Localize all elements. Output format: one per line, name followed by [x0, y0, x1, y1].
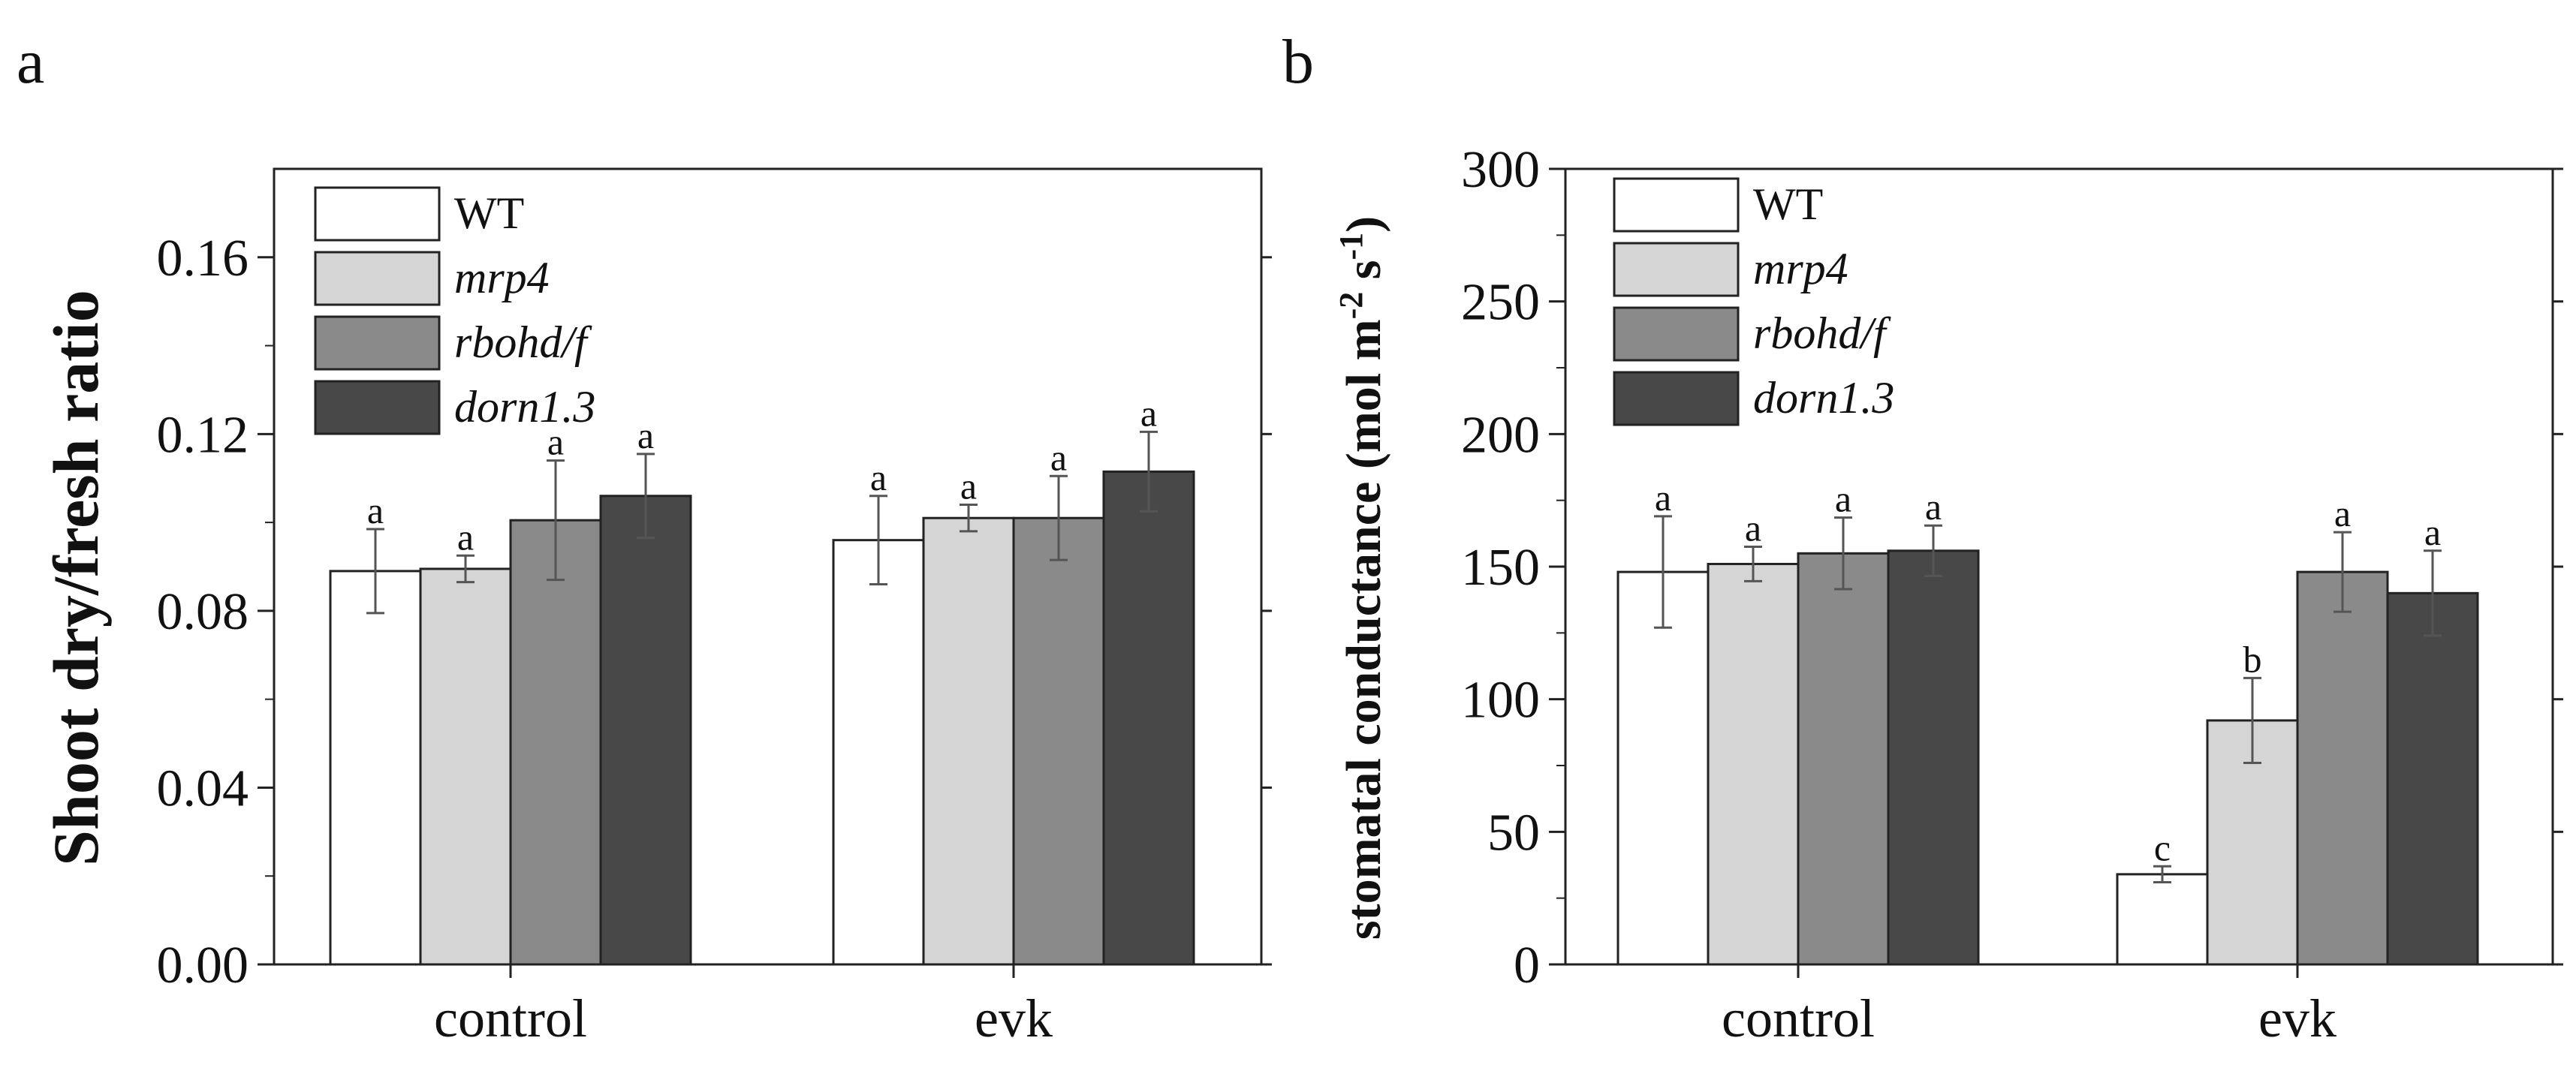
bar-rbohdf-control: [1797, 552, 1890, 966]
bar-dorn13-evk: [2386, 591, 2479, 966]
x-category-label: evk: [975, 988, 1053, 1048]
panel-a-bars: [329, 470, 1195, 966]
panel-a-error-bars: [366, 430, 1158, 615]
significance-letter: a: [1745, 507, 1761, 549]
legend-label: rbohd/f: [454, 317, 592, 367]
legend-label: mrp4: [454, 253, 550, 302]
bar-rbohdf-evk: [1012, 516, 1105, 966]
bar-mrp4-control: [419, 567, 512, 966]
panel-b-y-label-main: stomatal conductance (mol m: [1336, 319, 1391, 940]
y-tick-label: 300: [1461, 141, 1540, 199]
significance-letter: a: [1835, 478, 1851, 520]
significance-letter: a: [457, 516, 474, 558]
panel-b-letter: b: [1282, 27, 1314, 97]
panel-a-letter: a: [17, 27, 44, 97]
significance-letter: a: [1925, 486, 1942, 528]
panel-a-chart: a Shoot dry/fresh ratio 0.00 0.04 0.08 0.12…: [17, 27, 1272, 1048]
bar-WT-control: [1616, 570, 1710, 966]
y-tick-label: 200: [1461, 406, 1540, 464]
significance-letter: a: [1050, 436, 1067, 478]
legend-swatch: [1613, 371, 1740, 426]
legend-label: rbohd/f: [1753, 308, 1891, 358]
legend-swatch: [314, 251, 441, 306]
significance-letter: a: [1655, 477, 1671, 519]
panel-a-significance-labels: a a a a a a a a: [367, 392, 1157, 558]
panel-a-legend: WT mrp4 rbohd/f dorn1.3: [314, 186, 595, 435]
y-tick-label: 0.04: [157, 760, 249, 817]
bar-rbohdf-control: [509, 519, 602, 966]
panel-b-chart: b stomatal conductance (mol m-2 s-1) 0 50…: [1282, 27, 2563, 1048]
panel-b-error-bars: [1654, 515, 2442, 883]
bar-mrp4-evk: [922, 516, 1015, 966]
bar-WT-evk: [832, 539, 925, 966]
legend-label: mrp4: [1753, 244, 1848, 293]
significance-letter: a: [1140, 392, 1157, 434]
panel-b-category-labels: control evk: [1722, 964, 2336, 1048]
legend-label: dorn1.3: [1753, 373, 1894, 423]
significance-letter: c: [2154, 826, 2171, 868]
y-tick-label: 0.12: [157, 406, 249, 464]
panel-b-y-label-exp1: -2: [1333, 292, 1369, 320]
panel-b-bars: [1616, 549, 2479, 966]
panel-b-y-axis-label: stomatal conductance (mol m-2 s-1): [1333, 216, 1391, 940]
panel-a-plot-frame: [273, 167, 1263, 966]
x-category-label: control: [434, 988, 587, 1048]
legend-label: WT: [454, 188, 524, 238]
significance-letter: b: [2243, 638, 2262, 680]
significance-letter: a: [2334, 492, 2351, 534]
bar-dorn13-control: [1887, 549, 1980, 966]
y-tick-label: 250: [1461, 274, 1540, 332]
panel-a-category-labels: control evk: [434, 964, 1053, 1048]
panel-a-y-axis-label: Shoot dry/fresh ratio: [40, 290, 112, 866]
panel-b-y-label-close: ): [1336, 216, 1391, 233]
y-tick-label: 50: [1487, 804, 1540, 862]
y-tick-label: 0: [1514, 937, 1540, 994]
legend-swatch: [314, 315, 441, 371]
y-tick-label: 0.08: [157, 583, 249, 641]
x-category-label: evk: [2258, 988, 2336, 1048]
bar-rbohdf-evk: [2296, 570, 2389, 966]
y-tick-label: 0.16: [157, 230, 249, 287]
bar-WT-evk: [2116, 873, 2209, 966]
significance-letter: a: [960, 465, 977, 507]
panel-b-y-ticks: 0 50 100 150 200 250 300: [1461, 141, 2563, 994]
bar-dorn13-evk: [1102, 470, 1195, 966]
legend-swatch: [314, 380, 441, 435]
legend-label: dorn1.3: [454, 382, 595, 432]
legend-swatch: [1613, 177, 1740, 233]
significance-letter: a: [367, 489, 384, 531]
legend-label: WT: [1753, 179, 1823, 229]
panel-b-legend: WT mrp4 rbohd/f dorn1.3: [1613, 177, 1894, 426]
significance-letter: a: [870, 456, 887, 498]
bar-mrp4-control: [1707, 562, 1800, 966]
significance-letter: a: [637, 414, 654, 456]
panel-b-significance-labels: a a a a c b a a: [1655, 477, 2441, 868]
x-category-label: control: [1722, 988, 1875, 1048]
y-tick-label: 0.00: [157, 937, 249, 994]
significance-letter: a: [547, 421, 564, 463]
panel-a-y-ticks: 0.00 0.04 0.08 0.12 0.16: [157, 230, 1272, 994]
panel-b-y-label-exp2: -1: [1333, 233, 1369, 260]
bar-WT-control: [329, 570, 422, 966]
legend-swatch: [1613, 242, 1740, 297]
significance-letter: a: [2424, 511, 2441, 553]
bar-dorn13-control: [599, 495, 692, 966]
y-tick-label: 150: [1461, 539, 1540, 597]
legend-swatch: [1613, 306, 1740, 362]
legend-swatch: [314, 186, 441, 242]
panel-b-y-label-s: s: [1336, 260, 1391, 292]
y-tick-label: 100: [1461, 672, 1540, 730]
